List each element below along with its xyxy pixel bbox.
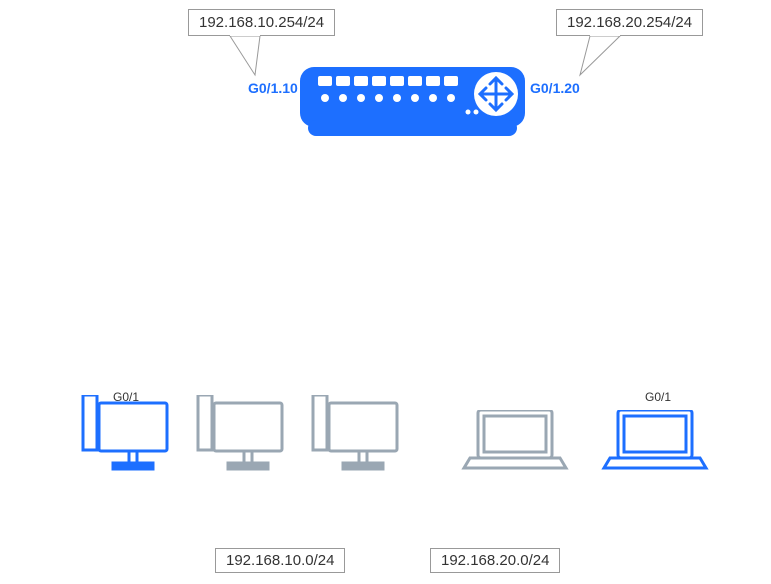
port-label-left: G0/1.10 [248, 80, 298, 96]
port-label-right: G0/1.20 [530, 80, 580, 96]
network-label-right: 192.168.20.0/24 [430, 548, 560, 573]
laptop-icon [600, 410, 710, 480]
iface-label-right: G0/1 [645, 390, 671, 404]
router-switch-icon [300, 62, 525, 142]
desktop-icon [75, 395, 175, 485]
network-label-left: 192.168.10.0/24 [215, 548, 345, 573]
desktop-icon [305, 395, 405, 485]
laptop-icon [460, 410, 570, 480]
desktop-icon [190, 395, 290, 485]
